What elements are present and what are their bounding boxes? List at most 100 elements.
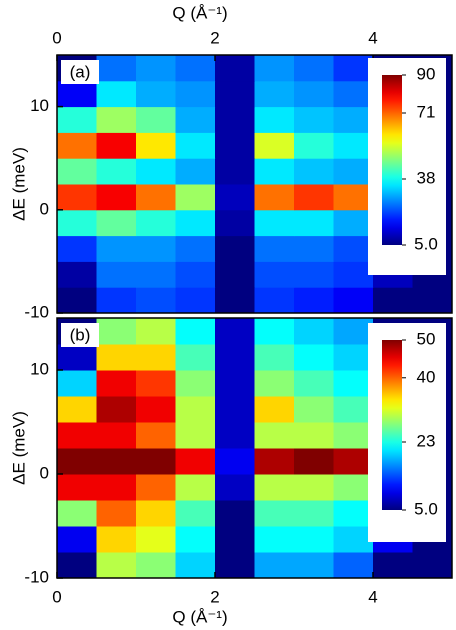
heatmap-cell [96, 448, 137, 475]
heatmap-cell [294, 55, 334, 82]
heatmap-cell [215, 318, 255, 345]
heatmap-cell [96, 526, 137, 553]
heatmap-cell [175, 132, 216, 159]
heatmap-cell [333, 474, 374, 501]
heatmap-cell [96, 287, 137, 314]
plot-frame [56, 54, 453, 314]
heatmap-cell [254, 396, 295, 423]
x-tick-label: 2 [210, 587, 219, 606]
heatmap-cell [294, 526, 334, 553]
heatmap-cell [96, 158, 137, 185]
heatmap-cell [215, 106, 255, 133]
heatmap-cell [136, 235, 176, 262]
heatmap-cell [294, 106, 334, 133]
heatmap-cell [333, 80, 374, 108]
heatmap-cell [57, 287, 97, 314]
x-tick-label: 0 [52, 587, 61, 606]
heatmap-cell [254, 526, 295, 553]
heatmap-cell [254, 261, 295, 288]
heatmap-cell [57, 448, 97, 475]
heatmap-cell [333, 132, 374, 159]
heatmap-cell [57, 474, 97, 501]
heatmap-cell [57, 184, 97, 211]
colorbar-tick-label: 40 [417, 367, 436, 386]
heatmap-cell [373, 287, 413, 314]
y-tick-label: 0 [40, 199, 49, 218]
colorbar-tick-label: 23 [417, 431, 436, 450]
heatmap-cell [294, 396, 334, 423]
heatmap-cell [215, 55, 255, 82]
heatmap-cell [215, 158, 255, 185]
heatmap-cell [136, 344, 176, 371]
heatmap-cell [215, 80, 255, 108]
heatmap-cell [96, 474, 137, 501]
y-axis-label: ΔE (meV) [9, 147, 28, 221]
heatmap-cell [175, 474, 216, 501]
heatmap-cell [136, 158, 176, 185]
heatmap-cell [333, 500, 374, 527]
colorbar [382, 75, 402, 245]
colorbar-box [368, 323, 446, 542]
heatmap-cell [215, 500, 255, 527]
heatmap-cell [333, 106, 374, 133]
heatmap-cell [333, 287, 374, 314]
heatmap-cell [175, 526, 216, 553]
heatmap-cell [136, 261, 176, 288]
x-axis-label: Q (Å⁻¹) [172, 3, 227, 22]
heatmap-cell [294, 158, 334, 185]
heatmap-cell [215, 422, 255, 449]
heatmap-cell [136, 80, 176, 108]
heatmap-cell [136, 474, 176, 501]
heatmap-cell [294, 422, 334, 449]
heatmap-cell [136, 209, 176, 237]
heatmap-cell [333, 422, 374, 449]
heatmap-cell [215, 287, 255, 314]
heatmap-cell [175, 396, 216, 423]
heatmap-cell [136, 448, 176, 475]
heatmap-cell [333, 526, 374, 553]
heatmap-cell [136, 184, 176, 211]
x-tick-label: 4 [368, 28, 377, 47]
heatmap-cell [333, 370, 374, 397]
heatmap-cell [254, 370, 295, 397]
heatmap-cell [254, 55, 295, 82]
heatmap-cell [136, 422, 176, 449]
heatmap-cell [175, 158, 216, 185]
heatmap-cell [57, 552, 97, 579]
heatmap-cell [254, 474, 295, 501]
heatmap-cell [96, 209, 137, 237]
heatmap-cell [294, 474, 334, 501]
heatmap-cell [136, 552, 176, 579]
x-tick-label: 2 [210, 28, 219, 47]
panel-label-box [61, 323, 99, 347]
colorbar [382, 340, 402, 510]
heatmap-cell [412, 287, 453, 314]
heatmap-cell [215, 474, 255, 501]
heatmap-cell [96, 132, 137, 159]
panel-label-box [61, 60, 99, 84]
heatmap-cell [175, 55, 216, 82]
heatmap-cell [136, 500, 176, 527]
heatmap-cell [215, 396, 255, 423]
colorbar-tick-label: 5.0 [414, 234, 438, 253]
heatmap-cell [333, 396, 374, 423]
heatmap-cell [215, 552, 255, 579]
heatmap-cell [96, 80, 137, 108]
heatmap-cell [254, 344, 295, 371]
heatmap-cell [294, 370, 334, 397]
heatmap-cell [333, 55, 374, 82]
heatmap-cell [175, 209, 216, 237]
heatmap-cell [333, 209, 374, 237]
heatmap-cell [254, 158, 295, 185]
heatmap-cell [294, 318, 334, 345]
y-tick-label: -10 [24, 302, 49, 321]
heatmap-cell [254, 552, 295, 579]
heatmap-cell [175, 287, 216, 314]
panel-label: (a) [70, 62, 91, 81]
heatmap-cell [57, 422, 97, 449]
heatmap-cell [57, 344, 97, 371]
heatmap-cell [175, 318, 216, 345]
heatmap-cell [175, 106, 216, 133]
heatmap-cell [96, 422, 137, 449]
heatmap-cell [96, 318, 137, 345]
